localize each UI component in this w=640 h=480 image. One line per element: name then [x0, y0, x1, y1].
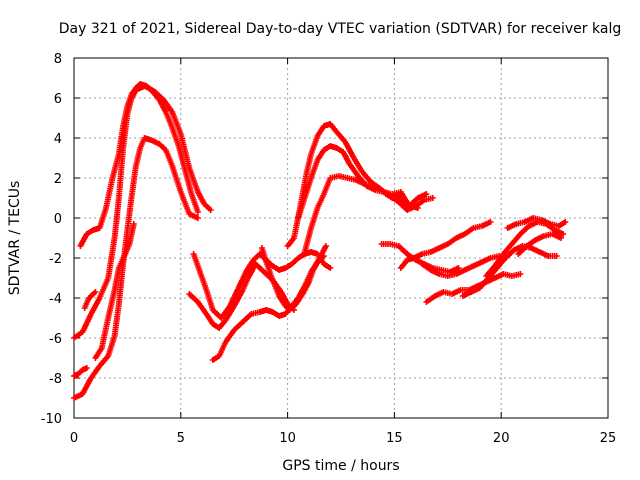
chart-title: Day 321 of 2021, Sidereal Day-to-day VTE…	[59, 21, 621, 37]
series-marks	[515, 231, 564, 257]
x-tick-label: 5	[177, 431, 185, 446]
y-tick-label: -4	[49, 292, 62, 307]
series-arc-15	[397, 219, 494, 271]
series-marks	[419, 253, 503, 279]
x-tick-label: 25	[600, 431, 617, 446]
series-marks	[284, 121, 421, 249]
x-tick-label: 0	[70, 431, 78, 446]
series-arc-17	[423, 271, 524, 305]
y-tick-label: 8	[54, 52, 62, 67]
series-marks	[71, 365, 90, 379]
y-tick-label: -2	[49, 252, 62, 267]
y-tick-label: 0	[54, 212, 62, 227]
series-arc-06	[92, 221, 137, 361]
grid-lines	[74, 58, 608, 418]
series-arc-13	[301, 173, 436, 255]
series-arc-21	[515, 231, 564, 257]
series-marks	[77, 81, 201, 249]
y-tick-label: 4	[54, 132, 62, 147]
series-arc-16	[419, 253, 503, 279]
series-marks	[190, 249, 334, 321]
y-tick-label: -6	[49, 332, 62, 347]
series-arc-10	[259, 243, 329, 313]
series-marks	[259, 243, 329, 313]
series-marks	[397, 219, 494, 271]
series-marks	[504, 215, 569, 231]
series-arc-04	[71, 365, 90, 379]
series-marks	[71, 83, 214, 341]
y-tick-label: -8	[49, 372, 62, 387]
series-arc-11	[284, 121, 421, 249]
series-marks	[301, 173, 436, 255]
series-arc-02	[71, 83, 214, 341]
y-tick-label: 6	[54, 92, 62, 107]
series-marks	[81, 289, 99, 311]
x-axis-label: GPS time / hours	[282, 458, 399, 474]
series-marks	[295, 143, 430, 221]
series-arc-18	[459, 243, 560, 299]
x-tick-label: 10	[279, 431, 296, 446]
y-tick-label: -10	[41, 412, 62, 427]
series-arc-20	[504, 215, 569, 231]
series-arc-05	[81, 289, 99, 311]
series-arc-01	[71, 135, 201, 401]
x-tick-label: 20	[493, 431, 510, 446]
y-axis-label: SDTVAR / TECUs	[7, 181, 23, 296]
series-marks	[92, 221, 137, 361]
series-arc-12	[295, 143, 430, 221]
axis-ticks: 0 5 10 15 20 25 -10 -8 -6 -4 -2 0 2 4 6 8	[41, 52, 617, 446]
series-marks	[459, 243, 560, 299]
plot-frame	[73, 57, 609, 419]
y-tick-label: 2	[54, 172, 62, 187]
series-arc-03	[77, 81, 201, 249]
data-series	[71, 81, 569, 401]
series-marks	[423, 271, 524, 305]
series-arc-08	[190, 249, 334, 321]
series-marks	[71, 135, 201, 401]
x-tick-label: 15	[386, 431, 403, 446]
